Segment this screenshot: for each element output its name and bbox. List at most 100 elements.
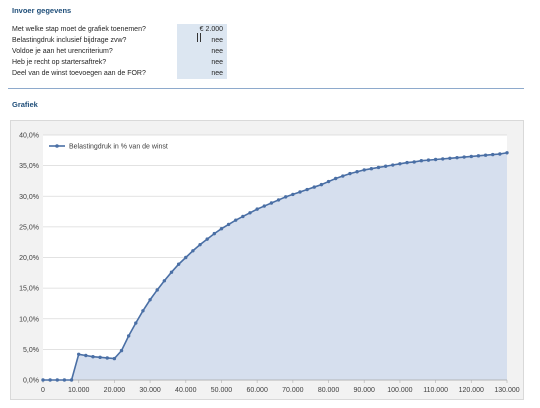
series-area-fill <box>43 152 507 380</box>
x-tick-label: 30.000 <box>139 387 161 394</box>
zvw-label: Belastingdruk inclusief bijdrage zvw? <box>12 37 127 44</box>
input-form: Met welke stap moet de grafiek toenemen?… <box>12 24 227 79</box>
x-tick-label: 40.000 <box>175 387 197 394</box>
data-point <box>505 151 509 155</box>
data-point <box>126 334 131 338</box>
data-point <box>148 298 152 302</box>
data-point <box>412 160 416 164</box>
data-point <box>105 356 109 360</box>
data-point <box>255 207 259 211</box>
data-point <box>376 165 381 170</box>
data-point <box>176 262 181 266</box>
for-value-cell[interactable]: nee <box>177 68 227 79</box>
data-point <box>112 356 117 361</box>
data-point <box>119 348 124 353</box>
x-tick-label: 20.000 <box>104 387 126 394</box>
form-row-urencriterium: Voldoe je aan het urencriterium? nee <box>12 46 227 57</box>
for-label: Deel van de winst toevoegen aan de FOR? <box>12 70 146 77</box>
y-tick-label: 30,0% <box>19 194 39 201</box>
data-point <box>184 255 188 260</box>
data-point <box>298 190 302 194</box>
chart-area[interactable]: 0,0% 5,0% 10,0% 15,0% 20,0% 25,0% 30,0% 35,0% 40… <box>10 120 524 400</box>
data-point <box>191 249 195 253</box>
data-point <box>62 378 67 382</box>
data-point <box>98 355 102 360</box>
x-tick-label: 130.000 <box>494 387 519 394</box>
x-tick-label: 60.000 <box>246 387 268 394</box>
data-point <box>169 270 174 274</box>
startersaftrek-value-cell[interactable]: nee <box>177 57 227 68</box>
data-point <box>348 171 352 176</box>
data-point <box>262 204 266 208</box>
data-point <box>469 154 474 159</box>
data-point <box>141 309 145 313</box>
urencriterium-label: Voldoe je aan het urencriterium? <box>12 48 113 55</box>
x-tick-label: 110.000 <box>423 387 448 394</box>
data-point <box>69 378 74 382</box>
input-section-title: Invoer gegevens <box>12 6 72 15</box>
x-tick-label: 100.000 <box>387 387 412 394</box>
data-point <box>248 211 252 215</box>
data-point <box>433 157 438 162</box>
data-point <box>476 154 481 158</box>
data-point <box>55 378 59 382</box>
data-point <box>441 157 445 161</box>
data-point <box>219 227 224 231</box>
x-tick-label: 0 <box>41 387 45 394</box>
form-row-for: Deel van de winst toevoegen aan de FOR? … <box>12 68 227 79</box>
data-point <box>326 179 331 184</box>
x-tick-label: 80.000 <box>318 387 340 394</box>
data-point <box>391 163 395 167</box>
data-point <box>483 153 488 157</box>
data-point <box>383 164 388 168</box>
step-value-cell[interactable]: € 2.000 <box>177 24 227 35</box>
data-point <box>241 214 245 219</box>
data-point <box>212 231 217 236</box>
data-point <box>355 170 359 174</box>
data-point <box>448 156 452 160</box>
data-point <box>305 187 309 192</box>
y-tick-label: 20,0% <box>19 255 39 262</box>
zvw-value-cell[interactable]: nee <box>177 35 227 46</box>
data-point <box>84 353 88 358</box>
x-tick-label: 10.000 <box>68 387 90 394</box>
x-tick-label: 120.000 <box>459 387 484 394</box>
text-cursor-icon <box>197 33 201 42</box>
data-point <box>76 352 81 356</box>
data-point <box>91 355 95 359</box>
data-point <box>405 160 409 165</box>
data-point <box>491 152 495 157</box>
data-point <box>284 195 288 199</box>
section-divider <box>8 88 524 89</box>
data-point <box>162 279 167 283</box>
data-point <box>341 174 345 178</box>
startersaftrek-label: Heb je recht op startersaftrek? <box>12 59 107 66</box>
data-point <box>134 321 138 325</box>
y-tick-label: 5,0% <box>23 347 39 354</box>
data-point <box>312 185 316 189</box>
data-point <box>319 182 324 187</box>
x-tick-label: 50.000 <box>211 387 233 394</box>
data-point <box>269 201 274 205</box>
urencriterium-value-cell[interactable]: nee <box>177 46 227 57</box>
data-point <box>41 378 45 382</box>
y-tick-label: 40,0% <box>19 133 39 140</box>
y-tick-label: 10,0% <box>19 316 39 323</box>
data-point <box>48 378 52 382</box>
tax-burden-chart: 0,0% 5,0% 10,0% 15,0% 20,0% 25,0% 30,0% 35,0% 40… <box>19 133 520 395</box>
step-label: Met welke stap moet de grafiek toenemen? <box>12 26 146 33</box>
data-point <box>362 168 366 172</box>
data-point <box>455 155 459 160</box>
x-tick-label: 70.000 <box>282 387 304 394</box>
form-row-zvw: Belastingdruk inclusief bijdrage zvw? ne… <box>12 35 227 46</box>
data-point <box>155 288 159 292</box>
data-point <box>419 159 424 163</box>
y-tick-label: 0,0% <box>23 378 39 385</box>
data-point <box>398 162 402 166</box>
data-point <box>234 218 238 222</box>
data-point <box>226 222 231 227</box>
data-point <box>462 155 466 159</box>
data-point <box>333 176 338 181</box>
data-point <box>276 198 281 202</box>
data-point <box>369 166 374 171</box>
